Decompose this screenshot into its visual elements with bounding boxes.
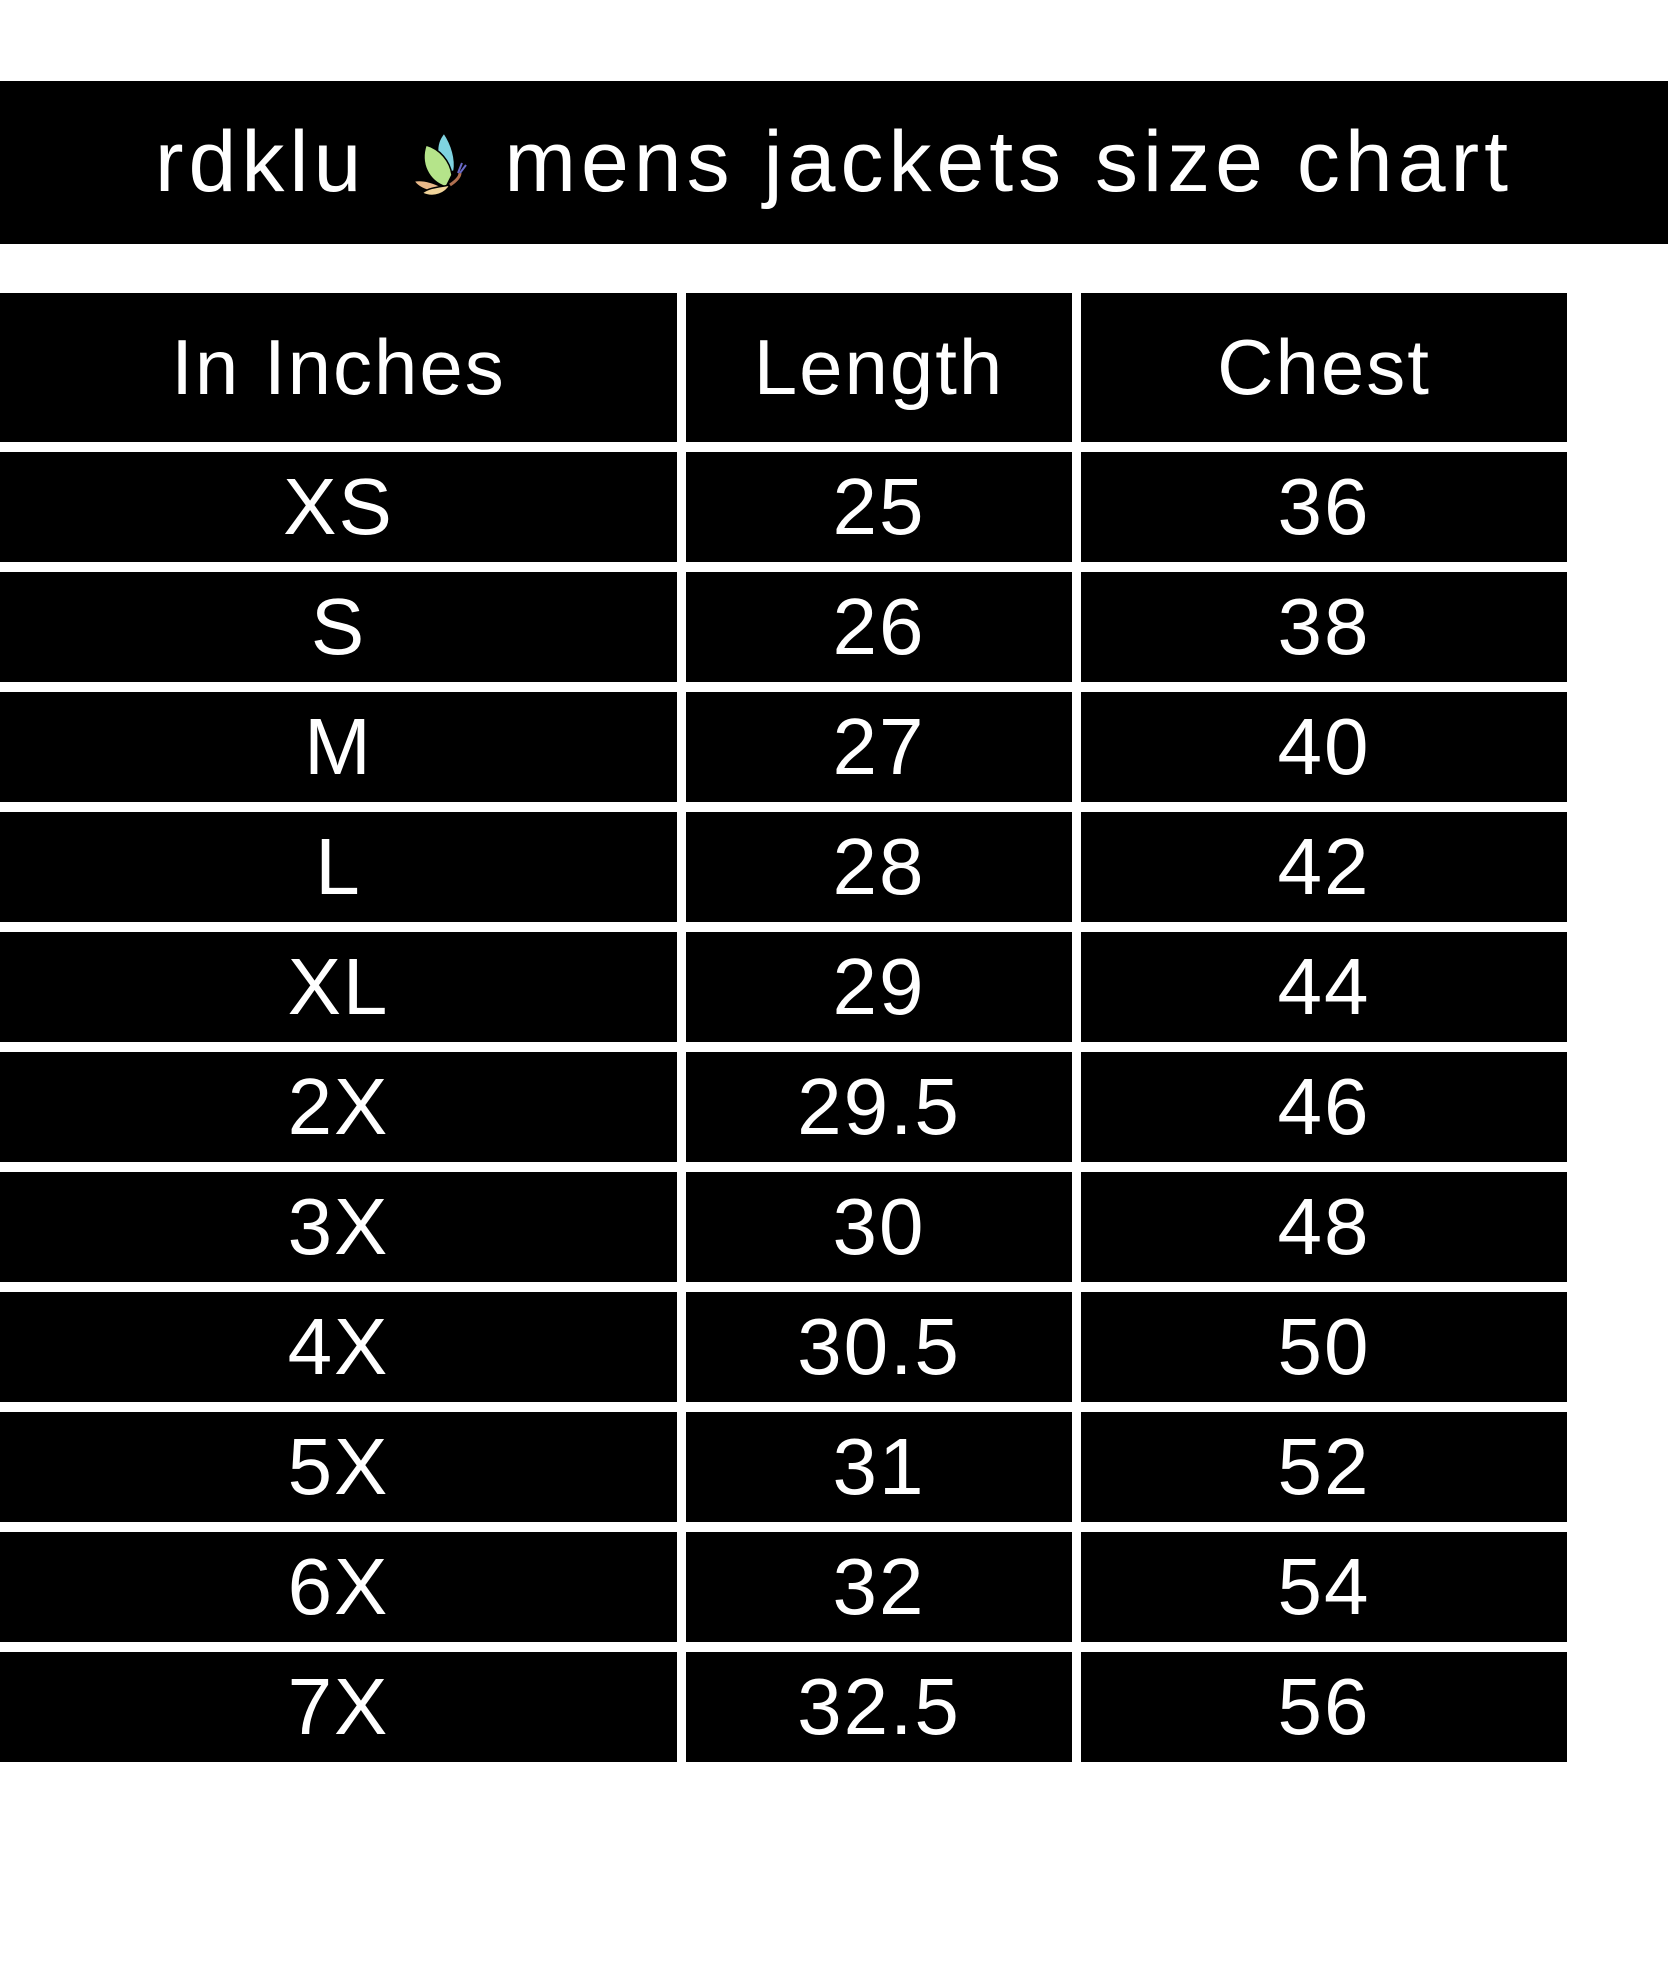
title-text: mens jackets size chart [504, 114, 1514, 210]
length-cell: 29.5 [686, 1052, 1072, 1162]
butterfly-icon [404, 123, 474, 203]
size-cell: 5X [0, 1412, 677, 1522]
size-cell: 6X [0, 1532, 677, 1642]
length-cell: 26 [686, 572, 1072, 682]
size-cell: 7X [0, 1652, 677, 1762]
size-cell: XS [0, 452, 677, 562]
size-chart-table: In Inches Length Chest XS 25 36 S 26 38 M 27 40 L… [0, 293, 1668, 1762]
chest-cell: 56 [1081, 1652, 1567, 1762]
chest-cell: 44 [1081, 932, 1567, 1042]
chest-cell: 42 [1081, 812, 1567, 922]
length-cell: 32.5 [686, 1652, 1072, 1762]
header-size: In Inches [0, 293, 677, 442]
size-cell: L [0, 812, 677, 922]
chest-cell: 52 [1081, 1412, 1567, 1522]
chest-cell: 54 [1081, 1532, 1567, 1642]
length-cell: 25 [686, 452, 1072, 562]
header-chest: Chest [1081, 293, 1567, 442]
chest-cell: 48 [1081, 1172, 1567, 1282]
length-cell: 27 [686, 692, 1072, 802]
size-cell: 4X [0, 1292, 677, 1402]
size-cell: 3X [0, 1172, 677, 1282]
size-cell: S [0, 572, 677, 682]
length-cell: 30 [686, 1172, 1072, 1282]
chest-cell: 46 [1081, 1052, 1567, 1162]
chest-cell: 38 [1081, 572, 1567, 682]
size-cell: 2X [0, 1052, 677, 1162]
length-cell: 31 [686, 1412, 1072, 1522]
size-cell: XL [0, 932, 677, 1042]
length-cell: 30.5 [686, 1292, 1072, 1402]
chest-cell: 50 [1081, 1292, 1567, 1402]
brand-name: rdklu [154, 114, 367, 210]
length-cell: 28 [686, 812, 1072, 922]
length-cell: 32 [686, 1532, 1072, 1642]
chest-cell: 40 [1081, 692, 1567, 802]
chest-cell: 36 [1081, 452, 1567, 562]
title-banner: rdklu mens jackets size chart [0, 81, 1668, 244]
length-cell: 29 [686, 932, 1072, 1042]
header-length: Length [686, 293, 1072, 442]
size-cell: M [0, 692, 677, 802]
